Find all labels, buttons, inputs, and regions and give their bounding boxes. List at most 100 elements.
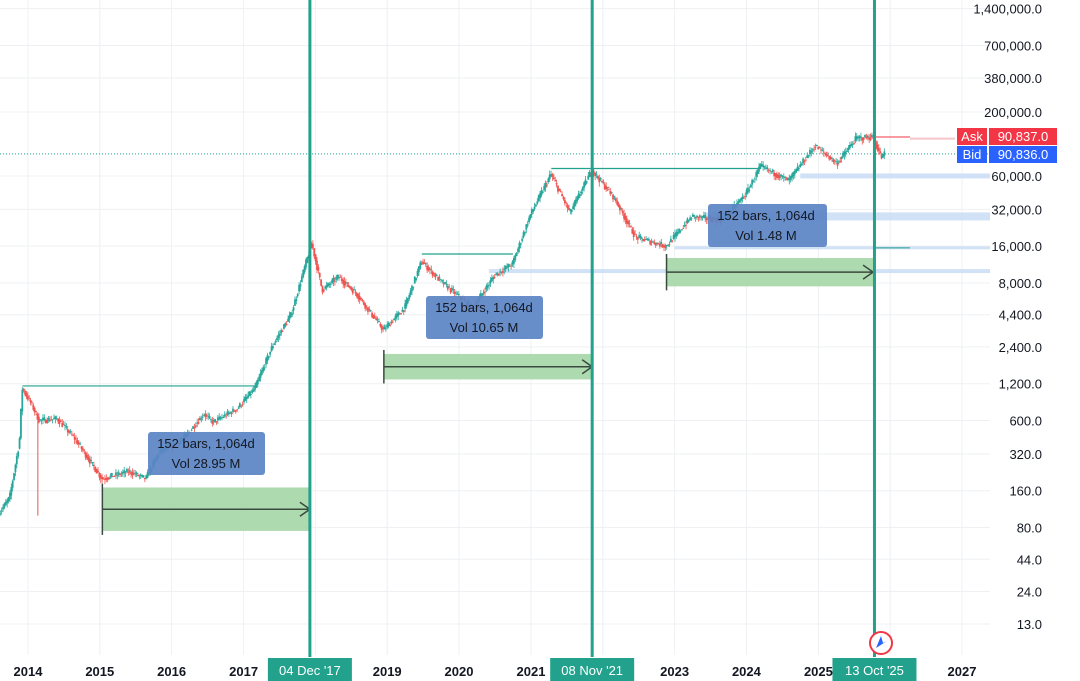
measure-info-box — [426, 296, 543, 339]
candle-body — [668, 243, 671, 245]
candle-body — [44, 420, 47, 424]
ask-price-box — [989, 128, 1057, 145]
candle-body — [624, 215, 627, 220]
candle-body — [569, 209, 572, 211]
candle-body — [280, 330, 283, 334]
candle-body — [809, 149, 811, 155]
candle-body — [299, 284, 302, 287]
candle-body — [234, 410, 237, 412]
bid-price-box — [989, 146, 1057, 163]
candle-body — [848, 145, 851, 149]
candle-body — [47, 418, 50, 420]
time-axis[interactable]: 2014 2015 2016 2017 2019 2020 2021 2023 2024 2025… — [0, 657, 1080, 681]
candle-body — [284, 323, 287, 327]
candle-body — [562, 196, 565, 200]
candle-body — [818, 147, 821, 149]
candle-body — [503, 268, 506, 270]
candle-body — [192, 426, 194, 429]
candle-body — [7, 497, 10, 502]
candle-body — [25, 393, 28, 397]
candle-body — [110, 473, 113, 477]
candle-body — [401, 309, 404, 312]
candle-body — [758, 166, 760, 172]
candle-body — [102, 478, 105, 480]
candle-body — [376, 319, 379, 321]
candle-body — [595, 174, 598, 175]
candle-body — [832, 159, 835, 162]
candle-body — [572, 206, 575, 210]
candle-body — [413, 276, 416, 284]
measure-bars-text: 152 bars, 1,064d — [435, 300, 533, 315]
candle-body — [229, 412, 232, 414]
candle-body — [738, 199, 741, 203]
cycle-line[interactable]: 04 Dec '17 — [267, 0, 352, 681]
candle-body — [449, 288, 452, 293]
candle-body — [36, 413, 39, 420]
candle-body — [339, 277, 342, 278]
price-axis[interactable]: 1,400,000.0 700,000.0 380,000.0 200,000.0 60… — [973, 2, 1042, 632]
candle-body — [55, 418, 58, 420]
bid-tag-box — [957, 146, 987, 163]
bid-tag-label: Bid — [963, 147, 982, 162]
measure-box[interactable] — [665, 253, 875, 291]
candle-body — [791, 173, 793, 178]
candle-body — [87, 456, 90, 461]
candle-body — [860, 136, 862, 138]
measure-info-label: 152 bars, 1,064d Vol 1.48 M — [708, 204, 827, 247]
candle-body — [419, 262, 422, 269]
candle-body — [780, 174, 782, 176]
candle-body — [829, 157, 832, 160]
candle-body — [430, 269, 433, 271]
candle-body — [546, 184, 548, 186]
measure-boxes[interactable] — [101, 253, 875, 535]
candle-body — [347, 284, 350, 288]
candle-body — [73, 436, 76, 440]
candle-body — [789, 176, 792, 180]
candle-body — [583, 182, 586, 188]
date-label-box — [550, 658, 635, 681]
candle-body — [222, 417, 225, 419]
cycle-line[interactable]: 08 Nov '21 — [550, 0, 635, 681]
candle-body — [14, 464, 17, 473]
candle-body — [216, 417, 219, 421]
measure-box[interactable] — [383, 349, 594, 384]
candle-body — [108, 477, 110, 480]
candle-body — [488, 284, 491, 286]
candle-body — [322, 289, 325, 292]
candle-body — [281, 331, 284, 332]
candle-body — [799, 164, 802, 168]
candle-body — [544, 182, 547, 188]
replay-icon[interactable] — [869, 631, 893, 655]
candle-body — [753, 178, 756, 180]
cycle-line[interactable]: 13 Oct '25 — [832, 0, 917, 681]
candle-body — [105, 478, 108, 480]
candle-body — [787, 177, 789, 180]
candle-body — [558, 188, 561, 191]
candle-body — [141, 474, 144, 477]
candle-body — [557, 185, 559, 192]
candle-body — [324, 286, 327, 289]
candle-body — [879, 151, 882, 153]
measure-box[interactable] — [101, 483, 312, 535]
candle-body — [76, 440, 79, 445]
candle-body — [802, 158, 804, 164]
ask-price-value: 90,837.0 — [998, 129, 1049, 144]
candle-body — [643, 239, 646, 241]
price-tick-label: 200,000.0 — [984, 105, 1042, 120]
candle-body — [113, 475, 116, 477]
candle-body — [704, 215, 707, 218]
candle-body — [58, 419, 61, 425]
candle-body — [39, 419, 42, 421]
candle-body — [438, 277, 441, 279]
candle-body — [241, 403, 244, 405]
candle-body — [798, 168, 800, 169]
candle-body — [613, 196, 616, 197]
candle-body — [603, 184, 606, 190]
candle-body — [21, 389, 24, 412]
candle-body — [2, 507, 4, 510]
cycle-lines[interactable]: 04 Dec '17 08 Nov '21 13 Oct '25 — [267, 0, 917, 681]
candle-body — [445, 283, 448, 285]
candle-body — [813, 148, 815, 150]
candle-body — [211, 420, 214, 424]
